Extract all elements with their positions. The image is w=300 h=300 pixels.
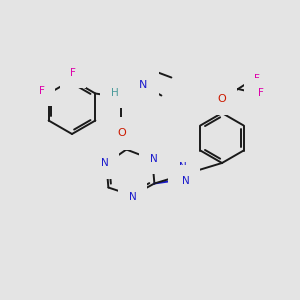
Text: O: O xyxy=(117,128,126,139)
Text: N: N xyxy=(149,154,157,164)
Text: N: N xyxy=(178,163,186,172)
Text: N: N xyxy=(139,80,148,91)
Text: H: H xyxy=(110,88,118,98)
Text: F: F xyxy=(39,85,45,95)
Text: O: O xyxy=(218,94,226,104)
Text: F: F xyxy=(254,74,260,84)
Text: F: F xyxy=(70,68,76,78)
Text: F: F xyxy=(258,88,264,98)
Text: N: N xyxy=(182,176,189,185)
Text: N: N xyxy=(128,193,136,202)
Text: N: N xyxy=(100,158,108,169)
